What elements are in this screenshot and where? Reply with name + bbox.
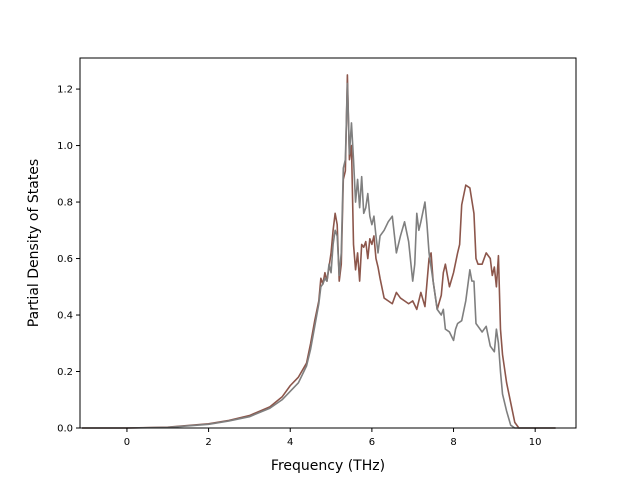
- y-axis: 0.0 0.2 0.4 0.6 0.8 1.0 1.2: [57, 85, 80, 435]
- x-tick-label: 10: [529, 437, 542, 448]
- y-tick-label: 0.4: [57, 311, 73, 322]
- x-tick-label: 0: [124, 437, 130, 448]
- x-axis-label: Frequency (THz): [271, 458, 385, 474]
- plot-frame: [79, 57, 577, 429]
- series-line-1: [82, 74, 556, 429]
- y-tick-label: 0.2: [57, 367, 73, 378]
- y-tick-label: 0.0: [57, 424, 73, 435]
- plot-background: [80, 58, 576, 428]
- x-tick-label: 8: [450, 437, 456, 448]
- x-tick-label: 2: [205, 437, 211, 448]
- y-axis-label: Partial Density of States: [26, 159, 42, 327]
- x-tick-label: 6: [369, 437, 375, 448]
- series-line-2: [82, 82, 556, 429]
- x-tick-label: 4: [287, 437, 293, 448]
- y-tick-label: 0.6: [57, 254, 73, 265]
- y-tick-label: 1.0: [57, 141, 73, 152]
- y-tick-label: 1.2: [57, 85, 73, 96]
- y-tick-label: 0.8: [57, 198, 73, 209]
- x-axis: 0 2 4 6 8 10: [124, 428, 542, 448]
- series-layer: [82, 74, 556, 429]
